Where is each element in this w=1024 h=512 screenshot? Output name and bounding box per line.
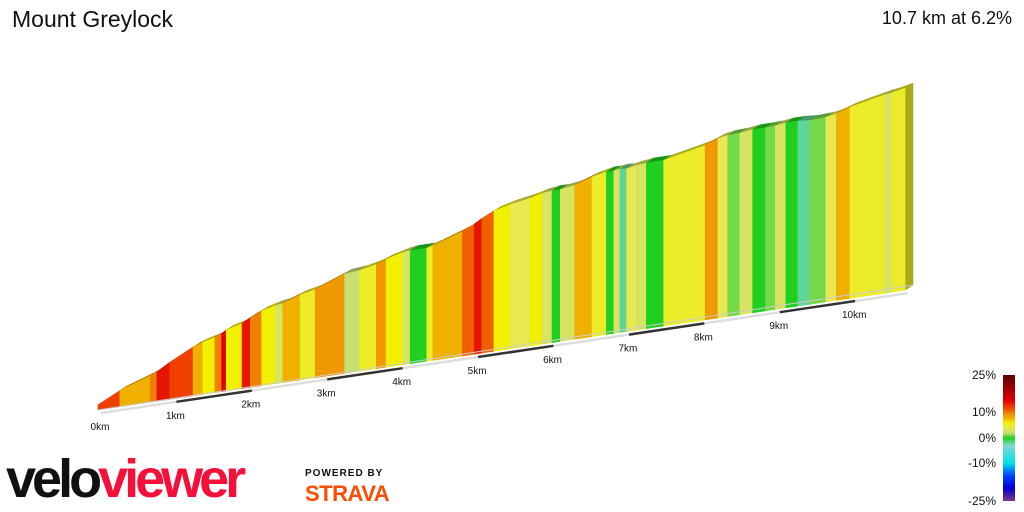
km-tick-label: 5km (468, 366, 487, 377)
km-tick-label: 8km (694, 332, 713, 343)
profile-segment (613, 168, 621, 334)
profile-segment (560, 185, 575, 342)
powered-by-label: POWERED BY (305, 468, 384, 479)
profile-segment (221, 329, 227, 392)
profile-segment (409, 247, 428, 364)
profile-segment (493, 204, 511, 352)
gradient-legend-bar (1003, 375, 1015, 501)
km-axis-segment (477, 344, 554, 359)
legend-label-minus25: -25% (967, 494, 996, 508)
profile-segment (241, 316, 251, 389)
profile-segment (765, 125, 776, 312)
profile-segment (849, 101, 866, 299)
profile-segment (739, 129, 753, 316)
legend-label-0: 0% (978, 431, 996, 445)
profile-segment (574, 176, 593, 340)
profile-segment (359, 264, 377, 372)
profile-segment (119, 375, 151, 408)
profile-end-face (904, 82, 914, 291)
profile-segment (774, 122, 787, 310)
km-tick-label: 6km (543, 355, 562, 366)
km-axis-segment (628, 322, 705, 336)
profile-segment (282, 294, 301, 383)
profile-segment (704, 138, 719, 321)
profile-segment (402, 250, 411, 366)
profile-segment (836, 106, 851, 301)
profile-segment (202, 337, 216, 395)
profile-segment (864, 94, 885, 297)
profile-segment (426, 245, 434, 362)
profile-segment (551, 189, 561, 343)
km-axis-segment (704, 310, 780, 325)
veloviewer-logo[interactable]: veloviewer (6, 449, 246, 509)
page-title: Mount Greylock (12, 6, 174, 32)
km-tick-label: 4km (392, 377, 411, 388)
km-axis-segment (779, 299, 856, 314)
profile-segment (635, 162, 647, 331)
profile-segment (717, 135, 729, 319)
profile-segment (825, 113, 837, 303)
profile-segment (261, 305, 276, 387)
strava-logo[interactable]: STRAVA (305, 481, 390, 506)
profile-segment (149, 371, 158, 403)
profile-segment (809, 116, 827, 305)
profile-segment (663, 144, 706, 327)
km-tick-label: 2km (241, 400, 260, 411)
profile-segment (591, 171, 607, 337)
km-axis-segment (251, 378, 328, 392)
profile-segment (891, 87, 906, 293)
km-axis-segment (402, 355, 479, 370)
legend-label-10: 10% (971, 405, 996, 419)
profile-segment (509, 197, 531, 350)
profile-segment (727, 132, 741, 317)
profile-segment (752, 127, 766, 314)
km-tick-label: 7km (618, 344, 637, 355)
profile-segment (314, 273, 345, 379)
km-axis-segment (553, 333, 630, 348)
profile-segment (250, 310, 262, 388)
km-tick-label: 1km (166, 411, 185, 422)
km-tick-label: 9km (769, 321, 788, 332)
km-axis-segment (176, 389, 253, 404)
profile-segment (156, 361, 170, 402)
profile-segment (461, 223, 475, 357)
km-tick-label: 3km (317, 388, 336, 399)
profile-segment (214, 333, 222, 393)
profile-segment (385, 252, 403, 368)
profile-segment (541, 190, 553, 345)
profile-segment (884, 92, 893, 294)
km-axis-segment (855, 291, 909, 303)
profile-segment (797, 120, 811, 307)
profile-segment (432, 231, 463, 361)
profile-segment (646, 159, 664, 329)
km-tick-label: 0km (91, 422, 110, 433)
profile-segment (606, 170, 615, 335)
profile-segment (474, 217, 483, 355)
profile-segment (344, 270, 361, 374)
profile-segment (192, 341, 204, 397)
profile-segment (481, 210, 495, 354)
km-axis-segment (327, 366, 403, 381)
profile-base-edge (97, 284, 914, 411)
profile-segment (225, 323, 243, 392)
profile-segment (785, 120, 799, 309)
climb-summary: 10.7 km at 6.2% (881, 8, 1012, 28)
km-tick-label: 10km (842, 310, 866, 321)
profile-segment (375, 258, 387, 370)
profile-segment (299, 289, 316, 381)
legend-label-25: 25% (971, 368, 996, 382)
profile-segment (619, 168, 627, 333)
km-axis-segment (100, 400, 177, 415)
profile-segment (274, 303, 284, 385)
legend-label-minus10: -10% (967, 456, 996, 470)
profile-segment (626, 165, 637, 332)
profile-segment (529, 192, 543, 347)
profile-segment (169, 346, 194, 400)
